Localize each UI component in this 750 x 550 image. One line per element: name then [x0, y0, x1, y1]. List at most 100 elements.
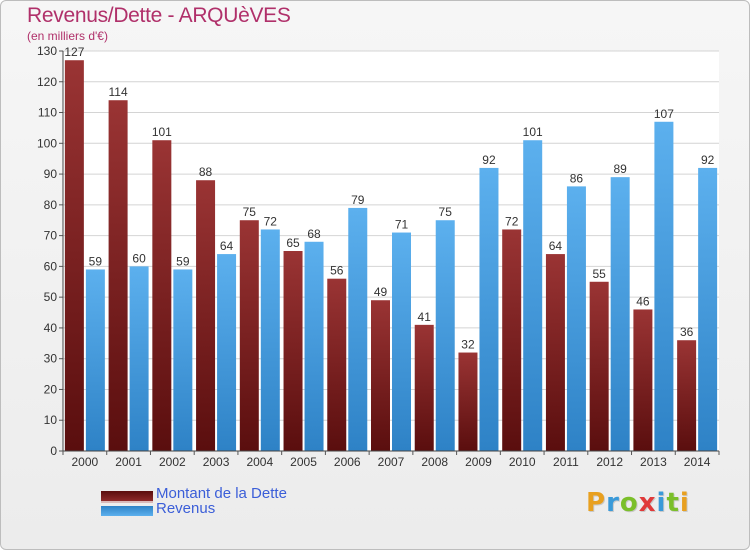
logo-letter: i: [656, 488, 667, 518]
y-tick-label: 50: [44, 290, 58, 304]
x-tick-label: 2002: [159, 455, 186, 469]
revenus-bar: [348, 207, 368, 451]
legend-label-debt: Montant de la Dette: [156, 485, 287, 502]
revenus-value-label: 107: [654, 107, 674, 121]
y-tick-label: 0: [50, 444, 57, 458]
y-tick-label: 20: [44, 382, 58, 396]
debt-value-label: 114: [109, 85, 128, 99]
revenus-value-label: 68: [307, 227, 321, 241]
revenus-bar: [304, 241, 324, 451]
y-tick-label: 100: [37, 136, 57, 150]
revenus-value-label: 59: [176, 254, 190, 268]
x-tick-label: 2012: [596, 455, 623, 469]
legend-label-revenus: Revenus: [156, 500, 216, 517]
debt-value-label: 46: [636, 294, 650, 308]
revenus-bar: [260, 229, 280, 451]
revenus-bar: [85, 269, 105, 451]
debt-value-label: 72: [505, 214, 519, 228]
debt-bar: [677, 340, 697, 451]
logo-letter: o: [619, 488, 639, 518]
revenus-value-label: 89: [613, 162, 627, 176]
debt-value-label: 55: [592, 267, 606, 281]
revenus-bar: [129, 266, 149, 451]
revenus-bar: [654, 121, 674, 452]
x-tick-label: 2007: [378, 455, 405, 469]
debt-bar: [196, 180, 216, 451]
y-tick-label: 70: [44, 229, 58, 243]
revenus-bar: [698, 167, 718, 451]
debt-bar: [589, 281, 609, 451]
revenus-value-label: 75: [439, 205, 453, 219]
debt-bar: [458, 352, 478, 451]
x-tick-label: 2005: [290, 455, 317, 469]
debt-bar: [371, 300, 390, 451]
revenus-bar: [173, 269, 193, 451]
debt-value-label: 41: [418, 310, 432, 324]
x-tick-label: 2013: [640, 455, 667, 469]
revenus-value-label: 71: [395, 218, 409, 232]
y-tick-label: 110: [38, 106, 57, 120]
debt-bar: [327, 278, 347, 451]
y-tick-label: 120: [37, 75, 57, 89]
revenus-value-label: 64: [220, 239, 234, 253]
debt-value-label: 127: [64, 45, 84, 59]
plot-area: [63, 51, 719, 451]
y-tick-label: 30: [44, 352, 58, 366]
revenus-bar: [523, 140, 543, 451]
x-tick-label: 2001: [115, 455, 142, 469]
logo-letter: i: [679, 488, 690, 518]
chart-subtitle: (en milliers d'€): [27, 29, 108, 43]
debt-value-label: 65: [286, 236, 300, 250]
revenus-bar: [566, 186, 586, 451]
x-tick-label: 2010: [509, 455, 536, 469]
revenus-value-label: 92: [482, 153, 496, 167]
debt-value-label: 49: [374, 285, 388, 299]
logo-letter: t: [666, 488, 680, 518]
debt-bar: [239, 220, 259, 451]
revenus-bar: [435, 220, 455, 451]
legend-swatch-debt: [101, 491, 153, 503]
debt-bar: [283, 251, 303, 451]
x-tick-label: 2004: [246, 455, 273, 469]
y-tick-label: 10: [44, 413, 58, 427]
debt-bar: [502, 229, 522, 451]
revenus-value-label: 86: [570, 171, 584, 185]
x-tick-label: 2009: [465, 455, 492, 469]
debt-bar: [545, 254, 565, 451]
y-tick-label: 90: [44, 167, 58, 181]
debt-value-label: 64: [549, 239, 563, 253]
debt-bar: [64, 60, 84, 451]
debt-value-label: 101: [152, 125, 172, 139]
y-tick-label: 60: [44, 259, 58, 273]
debt-bar: [633, 309, 653, 451]
x-tick-label: 2003: [203, 455, 230, 469]
debt-value-label: 88: [199, 165, 213, 179]
debt-bar: [152, 140, 172, 451]
chart-title: Revenus/Dette - ARQUèVES: [27, 4, 291, 27]
debt-bar: [108, 100, 128, 451]
x-tick-label: 2008: [421, 455, 448, 469]
y-tick-label: 40: [44, 321, 58, 335]
logo-letter: r: [606, 488, 620, 518]
revenus-value-label: 59: [89, 254, 103, 268]
x-tick-label: 2011: [553, 455, 579, 469]
debt-value-label: 32: [461, 338, 475, 352]
revenus-bar: [610, 177, 630, 451]
logo-letter: x: [638, 488, 657, 518]
x-tick-label: 2006: [334, 455, 361, 469]
y-tick-label: 80: [44, 198, 58, 212]
revenus-bar: [217, 254, 237, 451]
revenus-value-label: 79: [351, 193, 365, 207]
x-tick-label: 2000: [72, 455, 99, 469]
logo-letter: P: [586, 488, 607, 518]
x-tick-label: 2014: [684, 455, 711, 469]
revenus-value-label: 60: [132, 251, 146, 265]
revenus-value-label: 92: [701, 153, 715, 167]
revenus-bar: [392, 232, 411, 451]
revenus-value-label: 72: [264, 214, 278, 228]
proxiti-logo: Proxiti: [586, 488, 690, 518]
revenus-bar: [479, 167, 499, 451]
revenus-value-label: 101: [523, 125, 543, 139]
